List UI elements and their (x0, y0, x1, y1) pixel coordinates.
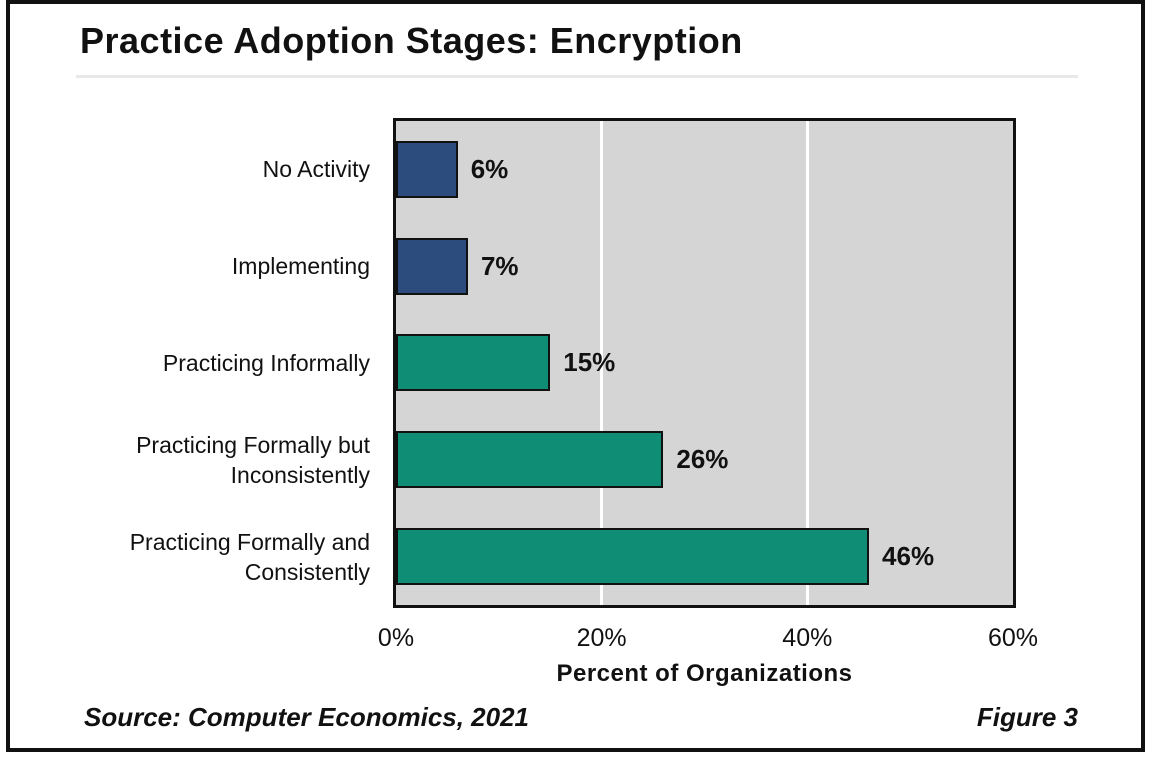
x-axis-ticks: 0% 20% 40% 60% (378, 624, 1038, 656)
x-tick-label-0: 0% (377, 624, 415, 652)
x-tick-label-60: 60% (987, 624, 1039, 652)
bar-0 (396, 140, 458, 198)
category-label: Practicing Informally (162, 349, 370, 376)
bar-row: 6% (396, 121, 1013, 218)
gridline-40 (805, 121, 809, 605)
x-tick-label-40: 40% (782, 624, 833, 652)
bar-row: 15% (396, 315, 1013, 412)
x-tick-label-20: 20% (576, 624, 627, 652)
source-note: Source: Computer Economics, 2021 (84, 702, 530, 732)
plot-area: 6% 7% 15% 26% 46% (393, 118, 1016, 608)
category-label: Practicing Formally and Consistently (129, 528, 370, 585)
category-label: Practicing Formally but Inconsistently (136, 431, 370, 488)
bar-row: 26% (396, 411, 1013, 508)
category-axis-labels: No Activity Implementing Practicing Inform… (70, 121, 370, 605)
bar-2 (396, 334, 551, 392)
chart-title: Practice Adoption Stages: Encryption (80, 20, 743, 61)
bar-3 (396, 431, 664, 489)
bar-value-label: 46% (882, 541, 935, 572)
figure-label: Figure 3 (976, 702, 1078, 732)
category-label: Implementing (231, 253, 370, 280)
bar-value-label: 7% (480, 250, 519, 281)
category-label: No Activity (262, 156, 370, 183)
bar-1 (396, 237, 468, 295)
bar-4 (396, 528, 870, 586)
bar-row: 7% (396, 218, 1013, 315)
x-axis-title: Percent of Organizations (556, 660, 853, 687)
bar-value-label: 15% (563, 347, 616, 378)
bar-value-label: 6% (470, 153, 509, 184)
title-divider (76, 75, 1078, 78)
bar-value-label: 26% (676, 444, 729, 475)
gridline-20 (600, 121, 604, 605)
bar-row: 46% (396, 508, 1013, 605)
